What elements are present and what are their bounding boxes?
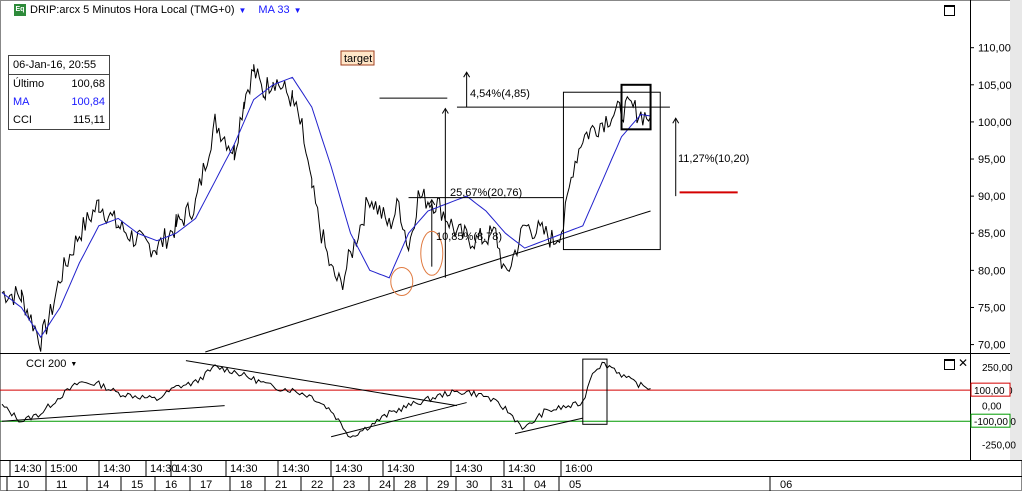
time-label: 14:30 <box>335 463 363 475</box>
info-date: 06-Jan-16, 20:55 <box>9 56 109 75</box>
time-label: 14:30 <box>103 463 131 475</box>
date-label: 30 <box>466 479 478 491</box>
cci-header[interactable]: CCI 200 ▼ <box>26 358 77 370</box>
date-label: 10 <box>17 479 29 491</box>
cci-tick-label: -250,00 <box>982 440 1016 451</box>
chart-title[interactable]: DRIP:arcx 5 Minutos Hora Local (TMG+0) <box>30 4 235 16</box>
ma-series-line <box>1 76 651 339</box>
time-label: 16:00 <box>565 463 593 475</box>
pct-label-25-67: 25,67%(20,76) <box>450 187 522 199</box>
date-label: 24 <box>379 479 391 491</box>
cci-maximize-icon[interactable] <box>944 359 955 370</box>
date-label: 14 <box>97 479 109 491</box>
date-label: 28 <box>404 479 416 491</box>
target-zone-box <box>620 83 652 131</box>
info-box: 06-Jan-16, 20:55 Último 100,68 MA 100,84 C… <box>8 55 110 130</box>
date-label: 23 <box>343 479 355 491</box>
support-trendline <box>205 210 651 353</box>
time-label: 14:30 <box>508 463 536 475</box>
time-label: 14:30 <box>175 463 203 475</box>
cci-level-label: 100,00 <box>974 386 1005 397</box>
cci-dropdown-icon[interactable]: ▼ <box>70 360 78 368</box>
price-series-line <box>1 64 652 352</box>
time-label: 14:30 <box>282 463 310 475</box>
right-scroll-strip <box>1010 0 1022 460</box>
target-label: target <box>344 53 372 65</box>
pivot-circle <box>390 266 414 296</box>
pct-label-4-54: 4,54%(4,85) <box>470 88 530 100</box>
info-row-cci: CCI 115,11 <box>13 114 105 126</box>
price-tick-label: 70,00 <box>978 340 1006 352</box>
time-label: 14:30 <box>14 463 42 475</box>
info-row-last: Último 100,68 <box>13 78 105 90</box>
cci-tick-label: 0,00 <box>982 402 1002 413</box>
price-tick-label: 110,00 <box>978 43 1011 55</box>
time-label: 14:30 <box>150 463 178 475</box>
maximize-icon[interactable] <box>944 5 955 16</box>
title-dropdown-icon[interactable]: ▼ <box>238 5 247 15</box>
arrow-4-54-head <box>463 71 471 78</box>
cci-label[interactable]: CCI 200 <box>26 358 67 370</box>
date-label: 17 <box>200 479 212 491</box>
arrow-10-85-head <box>428 198 436 206</box>
cci-level-badge <box>970 413 1011 428</box>
date-label: 06 <box>780 479 792 491</box>
cci-trendline-1 <box>1 405 225 422</box>
cci-breakout-box <box>582 358 608 425</box>
date-label: 29 <box>437 479 449 491</box>
price-tick-label: 95,00 <box>978 154 1006 166</box>
chart-header: Eq DRIP:arcx 5 Minutos Hora Local (TMG+0… <box>14 2 302 18</box>
info-row-ma: MA 100,84 <box>13 96 105 108</box>
cci-trendline-2 <box>185 360 458 407</box>
date-label: 21 <box>275 479 287 491</box>
breakout-circle <box>420 230 444 276</box>
price-tick-label: 85,00 <box>978 228 1006 240</box>
price-tick-label: 80,00 <box>978 265 1006 277</box>
cci-trendline-3 <box>330 402 467 438</box>
date-label: 16 <box>165 479 177 491</box>
date-label: 15 <box>131 479 143 491</box>
date-label: 04 <box>534 479 546 491</box>
arrow-11-27-head <box>672 117 680 124</box>
time-label: 14:30 <box>230 463 258 475</box>
price-tick-label: 100,00 <box>978 117 1012 129</box>
date-label: 18 <box>240 479 252 491</box>
arrow-25-67-head <box>441 107 449 114</box>
time-label: 15:00 <box>50 463 78 475</box>
date-label: 22 <box>311 479 323 491</box>
pct-label-10-85: 10,85%(8,78) <box>436 231 502 243</box>
pct-label-11-27: 11,27%(10,20) <box>678 153 749 165</box>
cci-level-label: -100,00 <box>974 417 1008 428</box>
cci-close-icon[interactable]: ✕ <box>958 356 969 370</box>
app-logo-icon: Eq <box>14 4 26 16</box>
date-label: 11 <box>56 479 67 491</box>
price-tick-label: 105,00 <box>978 80 1012 92</box>
breakout-box <box>562 91 661 251</box>
cci-level-badge <box>970 382 1011 397</box>
ma-indicator-label[interactable]: MA 33 <box>258 4 290 16</box>
date-label: 05 <box>569 479 581 491</box>
target-label-box <box>340 50 375 66</box>
time-label: 14:30 <box>387 463 415 475</box>
date-label: 31 <box>501 479 513 491</box>
cci-tick-label: 250,00 <box>982 363 1013 374</box>
time-label: 14:30 <box>455 463 483 475</box>
ma-dropdown-icon[interactable]: ▼ <box>293 5 302 15</box>
cci-series-line <box>1 361 651 438</box>
cci-trendline-4 <box>514 417 583 435</box>
price-tick-label: 90,00 <box>978 191 1006 203</box>
price-tick-label: 75,00 <box>978 302 1006 314</box>
